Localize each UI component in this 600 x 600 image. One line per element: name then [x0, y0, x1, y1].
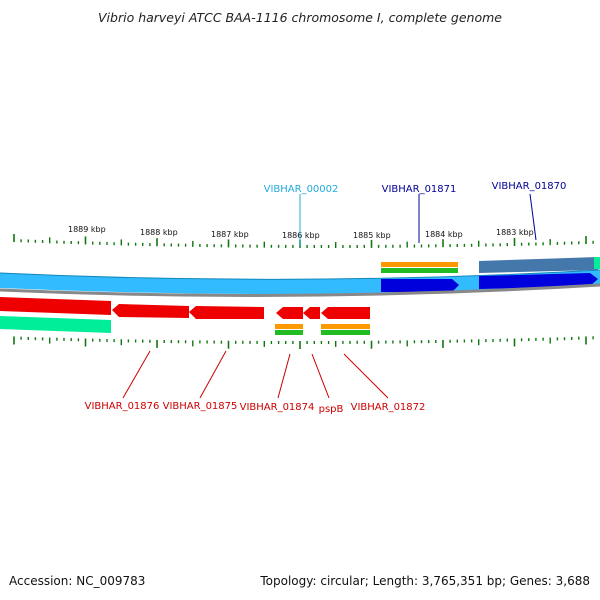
map-title: Vibrio harveyi ATCC BAA-1116 chromosome …	[98, 10, 502, 25]
gene-pspb[interactable]	[303, 307, 320, 319]
orange-track-feature-2	[275, 324, 303, 329]
scale-label: 1883 kbp	[496, 228, 534, 237]
gene-label-vibhar-01876[interactable]: VIBHAR_01876	[85, 401, 160, 412]
gene-label-vibhar-01874[interactable]: VIBHAR_01874	[240, 402, 315, 413]
gene-label-vibhar-00002[interactable]: VIBHAR_00002	[264, 184, 339, 195]
gene-label-pspb[interactable]: pspB	[319, 404, 344, 415]
scale-label: 1886 kbp	[282, 231, 320, 240]
gene-vibhar-01875-b[interactable]	[189, 306, 264, 319]
gene-label-vibhar-01870[interactable]: VIBHAR_01870	[492, 181, 567, 192]
genome-summary-text: Topology: circular; Length: 3,765,351 bp…	[260, 574, 590, 588]
gene-vibhar-01870[interactable]	[479, 273, 598, 289]
orange-track-feature-3	[321, 324, 370, 329]
scale-label: 1884 kbp	[425, 230, 463, 239]
scale-label: 1887 kbp	[211, 230, 249, 239]
steel-track-feature	[479, 257, 598, 273]
scale-ticks-top	[13, 234, 594, 248]
forward-strand-backbone-edge	[0, 269, 600, 280]
leader-lines	[122, 193, 537, 399]
green-track-feature	[381, 268, 458, 273]
orange-track-feature	[381, 262, 458, 267]
accession-text: Accession: NC_009783	[9, 574, 146, 588]
gene-vibhar-01874[interactable]	[276, 307, 303, 319]
reverse-track-feature	[0, 316, 111, 333]
gene-vibhar-01872[interactable]	[321, 307, 370, 319]
scale-label: 1888 kbp	[140, 228, 178, 237]
gene-vibhar-01876[interactable]	[0, 297, 111, 315]
gene-vibhar-01871[interactable]	[381, 279, 459, 292]
gene-label-vibhar-01875[interactable]: VIBHAR_01875	[163, 401, 238, 412]
scale-label: 1885 kbp	[353, 231, 391, 240]
teal-track-end	[594, 257, 600, 269]
green-track-feature-2	[275, 330, 303, 335]
green-track-feature-3	[321, 330, 370, 335]
gene-label-vibhar-01871[interactable]: VIBHAR_01871	[382, 184, 457, 195]
scale-ticks-bottom	[13, 336, 594, 349]
gene-label-vibhar-01872[interactable]: VIBHAR_01872	[351, 402, 426, 413]
reverse-strand-backbone	[0, 283, 600, 297]
gene-vibhar-01875-a[interactable]	[112, 304, 189, 318]
scale-label: 1889 kbp	[68, 225, 106, 234]
